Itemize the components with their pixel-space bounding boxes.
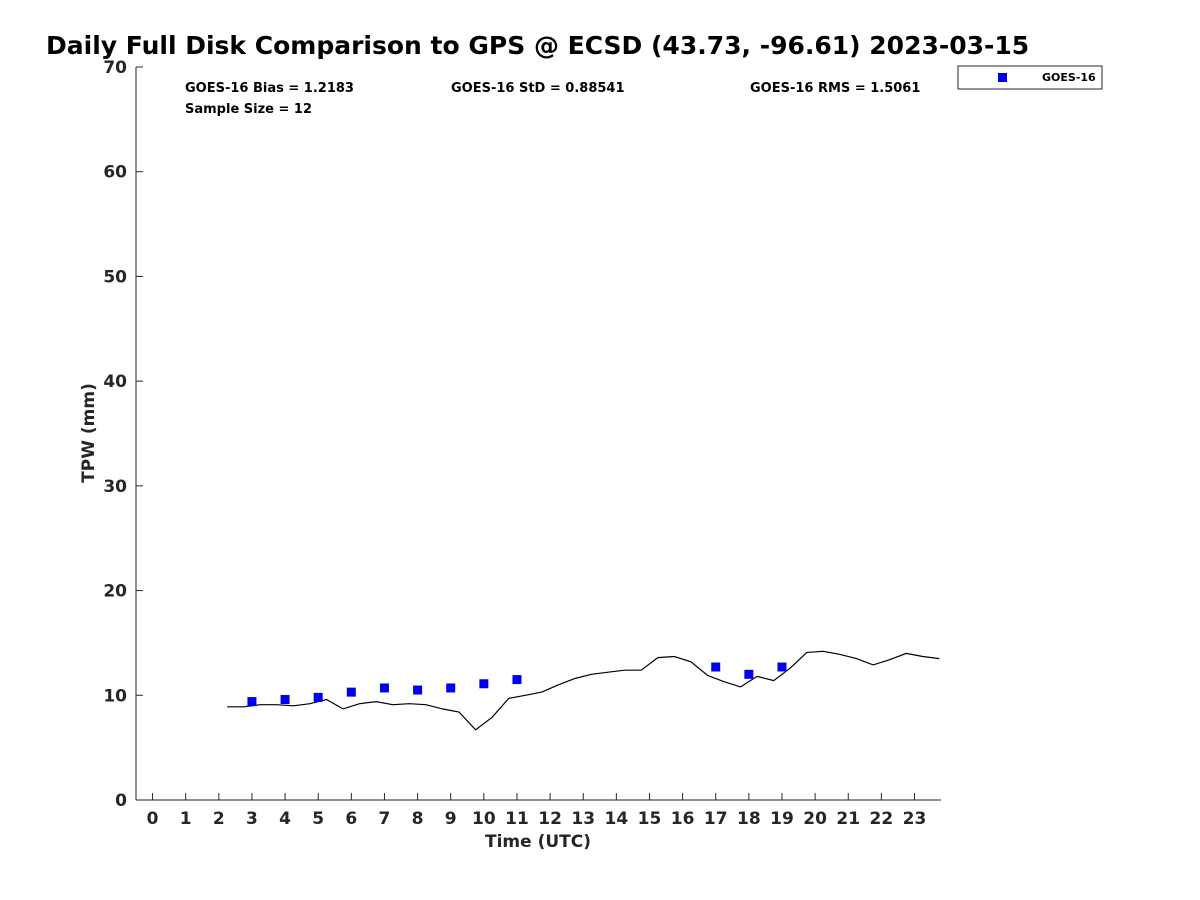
x-tick-label: 13: [571, 809, 595, 829]
stats-block: GOES-16 Bias = 1.2183 GOES-16 StD = 0.88…: [185, 81, 920, 117]
legend-label-goes16: GOES-16: [1042, 71, 1096, 84]
x-tick-label: 8: [412, 809, 424, 829]
goes16-point: [313, 692, 323, 702]
y-tick-label: 0: [115, 791, 127, 811]
rms-stat: GOES-16 RMS = 1.5061: [750, 81, 920, 96]
x-tick-label: 1: [180, 809, 192, 829]
legend-marker: [998, 73, 1007, 82]
x-tick-label: 6: [345, 809, 357, 829]
x-tick-label: 11: [505, 809, 529, 829]
x-tick-label: 20: [803, 809, 827, 829]
x-tick-label: 0: [147, 809, 159, 829]
y-tick-label: 40: [103, 372, 127, 392]
y-tick-label: 50: [103, 267, 127, 287]
sample-size-stat: Sample Size = 12: [185, 102, 312, 117]
x-tick-label: 4: [279, 809, 291, 829]
goes16-point: [744, 669, 754, 679]
x-tick-label: 3: [246, 809, 258, 829]
plot-area: [135, 67, 941, 801]
y-tick-label: 20: [103, 582, 127, 602]
legend: GOES-16: [957, 65, 1103, 90]
x-tick-label: 2: [213, 809, 225, 829]
goes16-point: [280, 694, 290, 704]
bias-stat: GOES-16 Bias = 1.2183: [185, 81, 354, 96]
x-axis-label: Time (UTC): [485, 832, 591, 852]
x-tick-label: 10: [472, 809, 496, 829]
x-tick-label: 18: [737, 809, 761, 829]
goes16-point: [512, 675, 522, 685]
x-tick-label: 15: [638, 809, 662, 829]
x-tick-label: 17: [704, 809, 728, 829]
goes16-point: [247, 697, 257, 707]
goes16-point: [446, 683, 456, 693]
gps-tpw-line: [227, 650, 940, 731]
gps-reference-line: [227, 650, 940, 731]
goes16-point: [479, 679, 489, 689]
goes16-point: [346, 687, 356, 697]
goes16-point: [711, 662, 721, 672]
y-tick-label: 60: [103, 163, 127, 183]
x-tick-label: 19: [770, 809, 794, 829]
x-tick-label: 9: [445, 809, 457, 829]
y-tick-label: 30: [103, 477, 127, 497]
goes16-point: [379, 683, 389, 693]
chart-title: Daily Full Disk Comparison to GPS @ ECSD…: [46, 31, 1029, 60]
x-tick-label: 23: [903, 809, 927, 829]
legend-box: [957, 65, 1103, 90]
x-tick-label: 22: [870, 809, 894, 829]
y-tick-label: 70: [103, 58, 127, 78]
std-stat: GOES-16 StD = 0.88541: [451, 81, 625, 96]
y-axis-label: TPW (mm): [79, 383, 99, 483]
x-tick-label: 5: [312, 809, 324, 829]
y-tick-label: 10: [103, 686, 127, 706]
x-tick-label: 12: [538, 809, 562, 829]
x-tick-label: 14: [605, 809, 629, 829]
y-axis-ticks: 0 10 20 30 40 50 60 70: [103, 58, 143, 811]
goes16-point: [413, 685, 423, 695]
x-tick-label: 7: [379, 809, 391, 829]
x-axis-ticks: 0 1 2 3 4 5 6 7 8 9 10 11 12 13 14 15 16 17 18 19 20 21 22 23: [147, 793, 927, 829]
x-tick-label: 16: [671, 809, 695, 829]
goes16-markers: [247, 662, 787, 707]
x-tick-label: 21: [836, 809, 860, 829]
goes16-point: [777, 662, 787, 672]
